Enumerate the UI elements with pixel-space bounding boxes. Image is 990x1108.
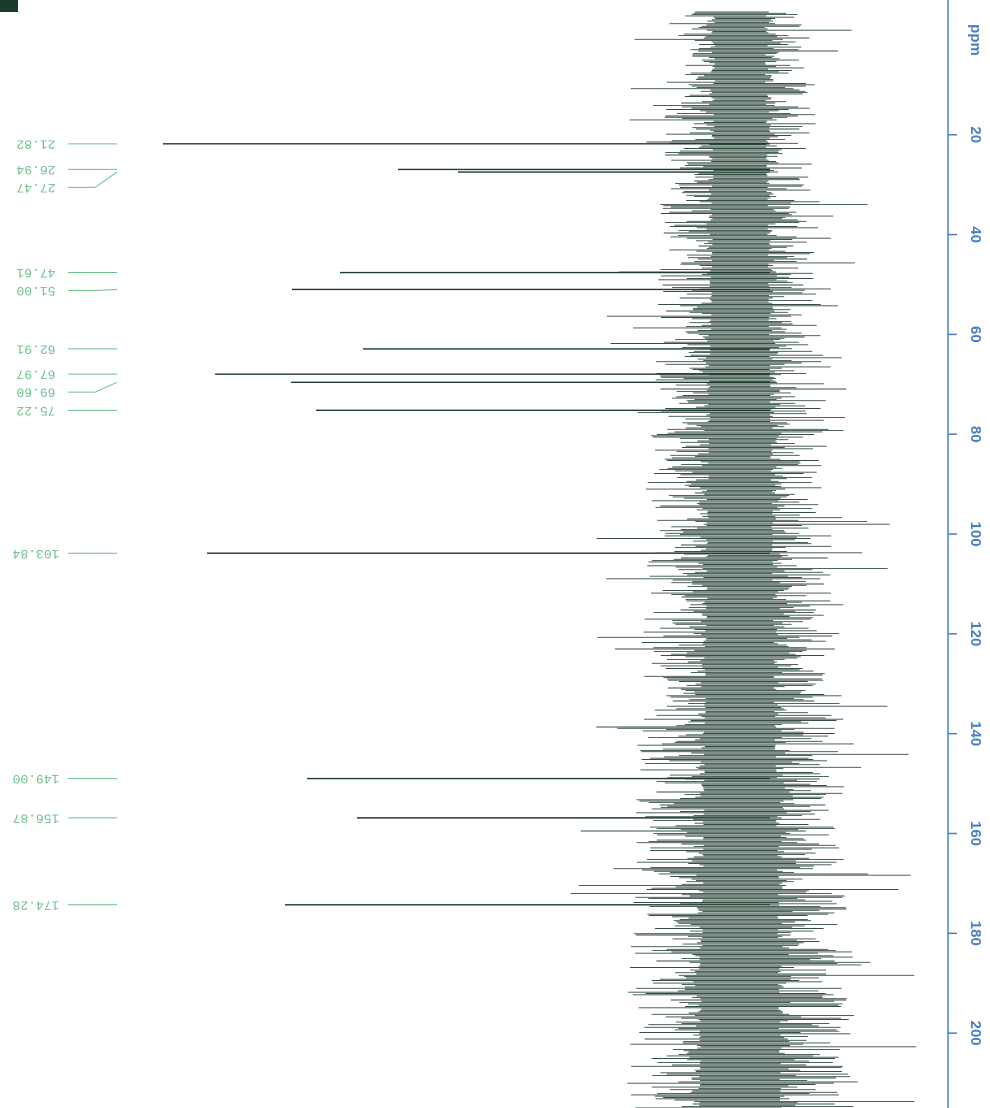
y-tick-label: 180 — [967, 921, 984, 946]
peak-label: 27.47 — [16, 180, 55, 195]
peak-label: 47.61 — [16, 265, 55, 280]
peak-label: 75.22 — [16, 403, 55, 418]
peak-label: 26.94 — [16, 162, 55, 177]
logo-mark — [0, 0, 18, 12]
axis-label: ppm — [967, 24, 984, 56]
peak-label: 156.87 — [13, 810, 60, 825]
y-tick-label: 100 — [967, 522, 984, 547]
peak-label: 51.00 — [16, 283, 55, 298]
peak-label: 103.84 — [12, 546, 59, 561]
y-tick-label: 80 — [967, 426, 984, 443]
plot: ppm 20 40 60 80 100 120 140 160 180 200 21.82 26.94 2… — [12, 0, 984, 1108]
peak-label-connector — [68, 171, 118, 188]
noise-band — [570, 11, 917, 1108]
noise — [570, 11, 917, 1108]
peak-label-connector — [68, 381, 118, 393]
peak-label: 67.97 — [16, 367, 55, 382]
peak-label: 149.00 — [13, 771, 60, 786]
y-tick-label: 20 — [967, 126, 984, 143]
y-tick-label: 200 — [967, 1021, 984, 1046]
y-tick-label: 120 — [967, 621, 984, 646]
peak-label-connector — [68, 288, 118, 292]
y-tick-label: 160 — [967, 821, 984, 846]
y-tick-label: 60 — [967, 326, 984, 343]
peak-label: 21.82 — [16, 136, 55, 151]
y-tick-label: 140 — [967, 721, 984, 746]
peak-label: 62.91 — [16, 341, 55, 356]
peak-label: 174.28 — [13, 897, 60, 912]
peak-label: 69.60 — [16, 385, 55, 400]
y-tick-label: 40 — [967, 226, 984, 243]
